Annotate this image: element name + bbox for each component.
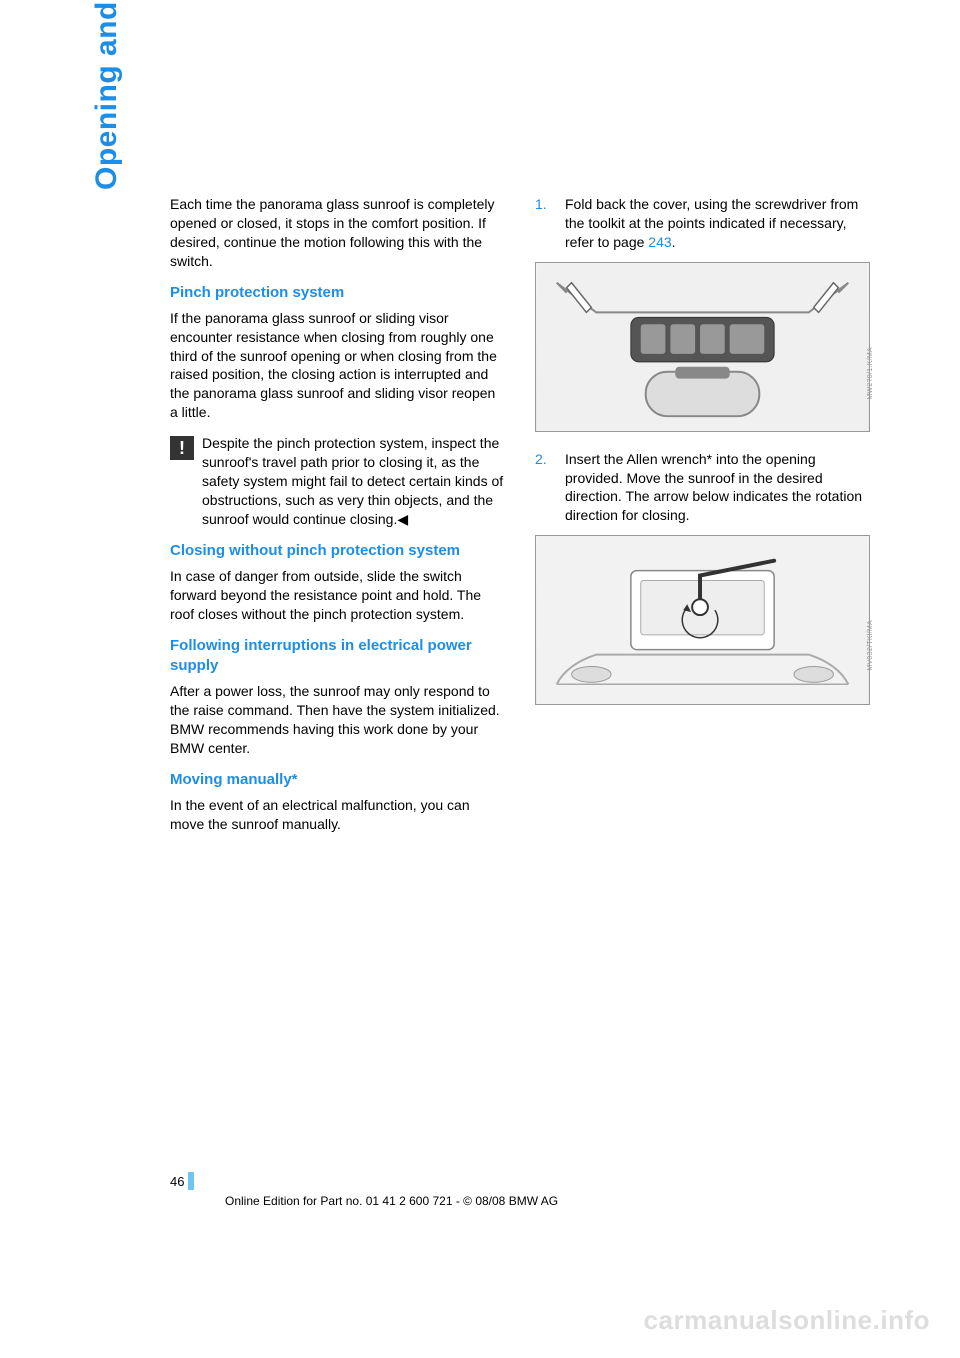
paragraph-closing-without-pinch: In case of danger from outside, slide th… (170, 567, 505, 624)
heading-pinch-protection: Pinch protection system (170, 283, 505, 303)
page-xref-243[interactable]: 243 (648, 234, 671, 250)
page: Opening and closing Each time the panora… (0, 0, 960, 1358)
page-number-area: 46 (170, 1172, 194, 1190)
step-2-number: 2. (535, 450, 553, 526)
warning-icon: ! (170, 436, 194, 460)
figure-allen-wrench: MV032/TKl/MA (535, 535, 870, 705)
step-1-text-b: . (672, 234, 676, 250)
paragraph-moving-manually: In the event of an electrical malfunctio… (170, 796, 505, 834)
figure-1-label: MW270/1.K/MA (866, 347, 875, 400)
intro-paragraph: Each time the panorama glass sunroof is … (170, 195, 505, 271)
step-1-number: 1. (535, 195, 553, 252)
watermark: carmanualsonline.info (644, 1305, 930, 1336)
figure-2-label: MV032/TKl/MA (866, 620, 875, 671)
heading-moving-manually: Moving manually* (170, 770, 505, 790)
step-1: 1. Fold back the cover, using the screwd… (535, 195, 870, 252)
step-2: 2. Insert the Allen wrench* into the ope… (535, 450, 870, 526)
heading-power-interruption: Following interruptions in electrical po… (170, 636, 505, 677)
step-1-text-a: Fold back the cover, using the screwdriv… (565, 196, 858, 250)
warning-text: Despite the pinch protection system, ins… (202, 434, 505, 528)
paragraph-power-interruption: After a power loss, the sunroof may only… (170, 682, 505, 758)
paragraph-pinch-protection: If the panorama glass sunroof or sliding… (170, 309, 505, 422)
content-columns: Each time the panorama glass sunroof is … (170, 195, 870, 846)
allen-wrench-illustration (536, 536, 869, 704)
page-number: 46 (170, 1174, 184, 1189)
section-tab: Opening and closing (90, 0, 124, 190)
page-marker (188, 1172, 194, 1190)
section-tab-text: Opening and closing (90, 0, 123, 190)
footer-text: Online Edition for Part no. 01 41 2 600 … (225, 1194, 558, 1208)
step-1-text: Fold back the cover, using the screwdriv… (565, 195, 870, 252)
right-column: 1. Fold back the cover, using the screwd… (535, 195, 870, 846)
heading-closing-without-pinch: Closing without pinch protection system (170, 541, 505, 561)
warning-block: ! Despite the pinch protection system, i… (170, 434, 505, 528)
step-2-text: Insert the Allen wrench* into the openin… (565, 450, 870, 526)
overhead-console-illustration (536, 263, 869, 431)
left-column: Each time the panorama glass sunroof is … (170, 195, 505, 846)
figure-overhead-console: MW270/1.K/MA (535, 262, 870, 432)
